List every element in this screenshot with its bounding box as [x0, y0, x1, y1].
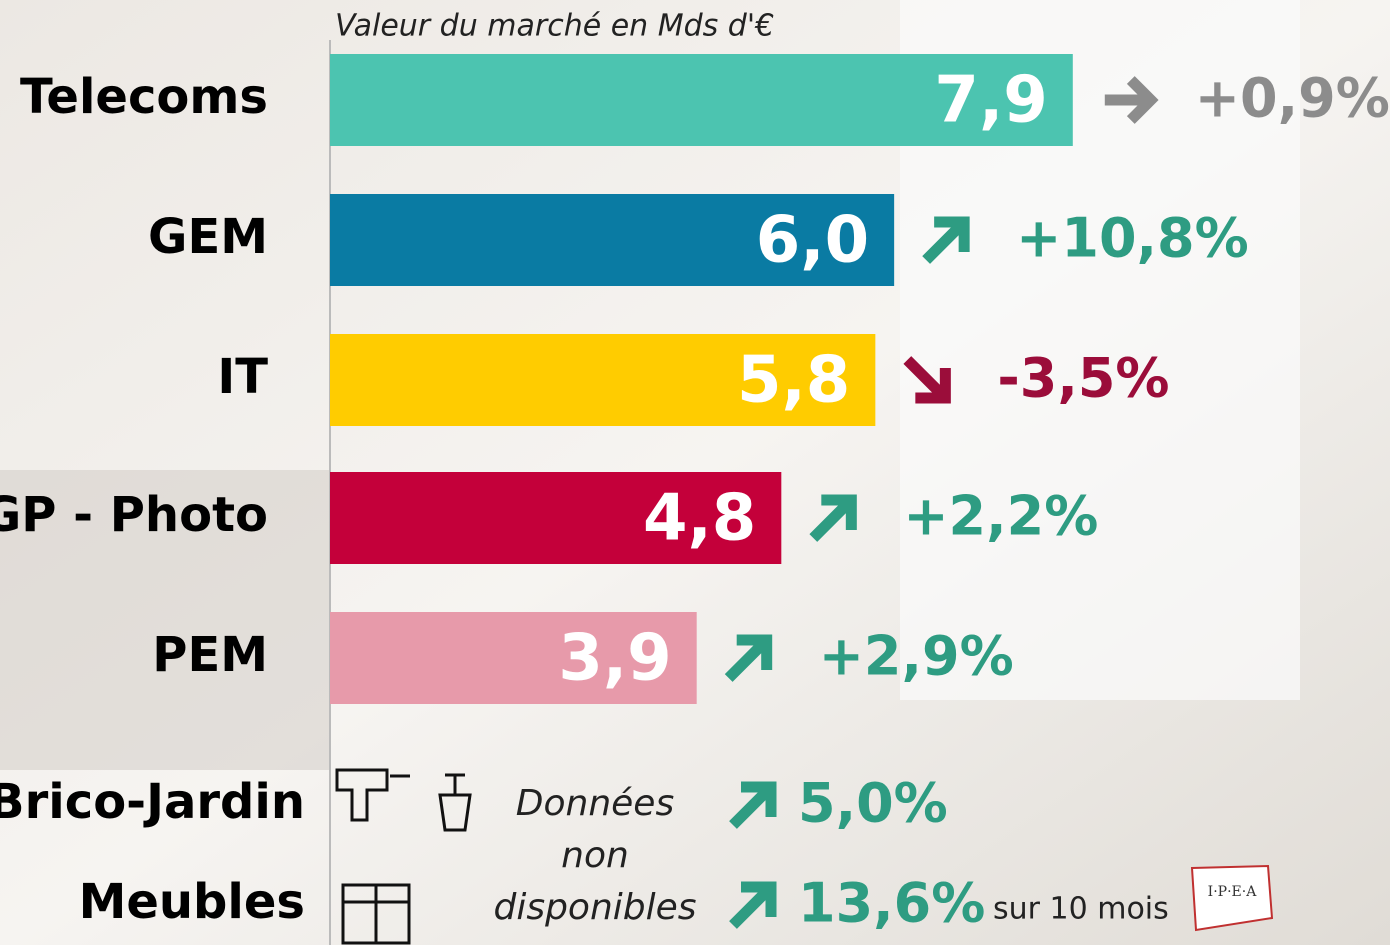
change-label: -3,5%: [997, 347, 1169, 410]
trend-arrow: [729, 881, 777, 929]
category-label: IT: [217, 349, 268, 405]
bar: [330, 54, 1073, 146]
change-label: +0,9%: [1195, 67, 1390, 130]
value-label: 3,9: [558, 622, 671, 696]
category-label: Telecoms: [20, 69, 268, 125]
category-label: Meubles: [79, 874, 305, 930]
sofa-shape: [0, 470, 330, 770]
change-label: 13,6%: [798, 872, 985, 935]
trend-arrow: [1104, 76, 1159, 124]
change-label: +10,8%: [1016, 207, 1249, 270]
footnote: sur 10 mois: [993, 892, 1169, 927]
bar: [330, 334, 876, 426]
chart-title: Valeur du marché en Mds d'€: [335, 9, 774, 44]
value-label: 7,9: [934, 64, 1047, 138]
value-label: 5,8: [737, 344, 850, 418]
category-label: Brico-Jardin: [0, 774, 305, 830]
trend-arrow: [903, 356, 951, 404]
value-label: 6,0: [756, 204, 869, 278]
logo-text: I·P·E·A: [1208, 884, 1258, 900]
trend-arrow: [729, 781, 777, 829]
note-text: Données: [516, 783, 674, 824]
trend-arrow: [922, 216, 970, 264]
trend-arrow: [809, 494, 857, 542]
bar: [330, 612, 697, 704]
note-text: disponibles: [493, 887, 696, 928]
bar: [330, 194, 895, 286]
value-label: 4,8: [643, 482, 756, 556]
category-label: PEM: [152, 627, 268, 683]
category-label: GEM: [148, 209, 268, 265]
change-label: 5,0%: [798, 772, 948, 835]
category-label: GP - Photo: [0, 487, 268, 543]
logo: I·P·E·A: [1190, 864, 1274, 932]
change-label: +2,9%: [819, 625, 1014, 688]
trend-arrow: [724, 634, 773, 682]
note-text: non: [561, 835, 629, 876]
change-label: +2,2%: [903, 485, 1098, 548]
bar: [330, 472, 782, 564]
